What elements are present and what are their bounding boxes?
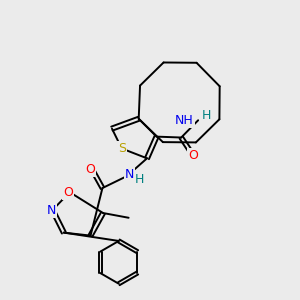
Text: N: N [124, 168, 134, 181]
Text: O: O [188, 149, 198, 162]
Text: H: H [135, 173, 144, 186]
Text: O: O [63, 186, 73, 199]
Text: H: H [202, 109, 211, 122]
Text: S: S [118, 142, 126, 155]
Text: N: N [46, 203, 56, 217]
Text: NH: NH [175, 114, 194, 127]
Text: O: O [85, 163, 95, 176]
